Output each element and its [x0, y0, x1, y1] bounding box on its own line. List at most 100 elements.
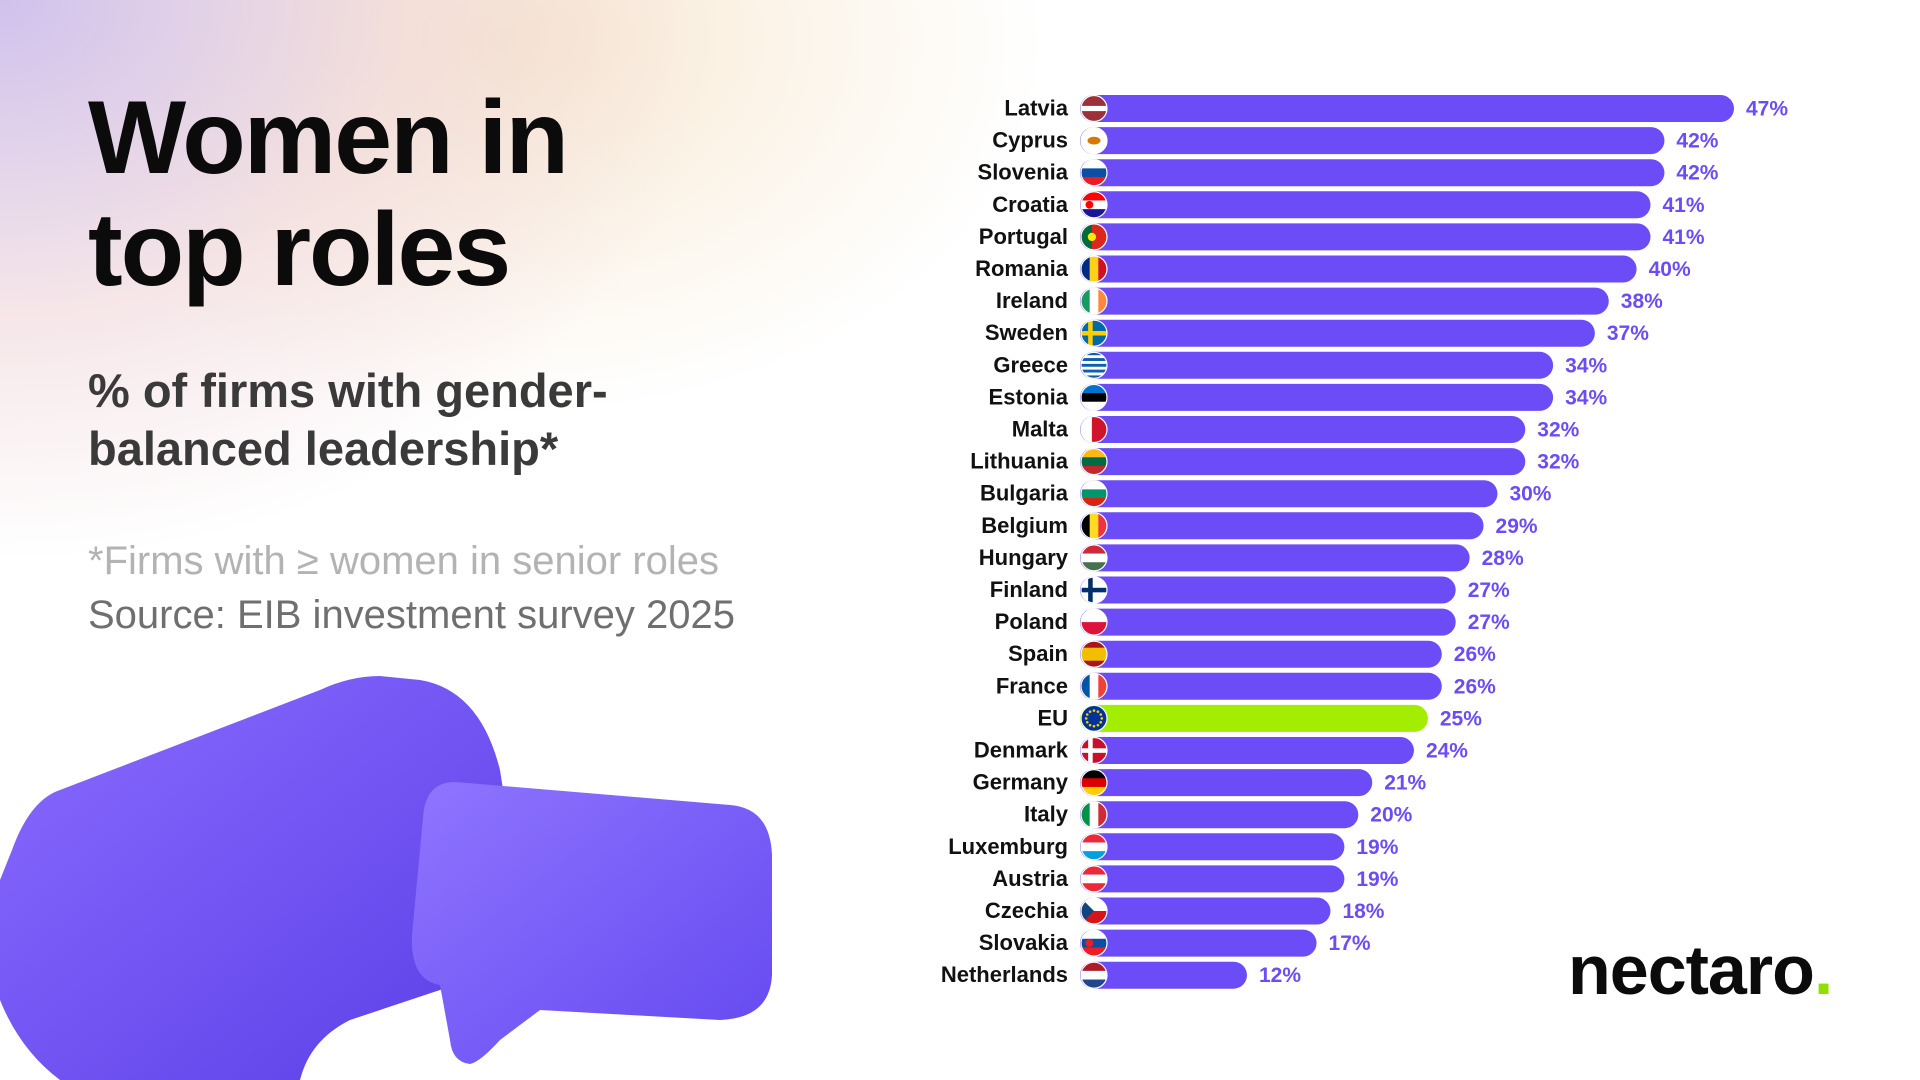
bar-row: Italy 20%: [1024, 801, 1413, 829]
category-label: Germany: [973, 770, 1069, 795]
category-label: Belgium: [981, 513, 1068, 538]
bar-row: France 26%: [996, 672, 1496, 700]
category-label: Croatia: [992, 192, 1069, 217]
value-label: 18%: [1342, 900, 1384, 923]
bar-row: Austria 19%: [992, 865, 1399, 893]
eu-flag-icon: [1080, 704, 1108, 733]
value-label: 24%: [1426, 740, 1468, 763]
value-label: 38%: [1621, 290, 1663, 313]
finland-flag-icon: [1080, 576, 1108, 604]
poland-flag-icon: [1080, 608, 1108, 636]
bar-row: Finland 27%: [990, 576, 1510, 604]
bar: [1080, 159, 1665, 187]
romania-flag-icon: [1080, 255, 1108, 283]
bar-row: Germany 21%: [973, 769, 1427, 797]
category-label: Hungary: [979, 545, 1069, 570]
category-label: Cyprus: [992, 128, 1068, 153]
value-label: 26%: [1454, 675, 1496, 698]
bar: [1080, 929, 1317, 957]
category-label: Luxemburg: [948, 834, 1068, 859]
bar-row: Latvia 47%: [1004, 95, 1788, 122]
bar: [1080, 961, 1247, 989]
category-label: Slovakia: [979, 930, 1069, 955]
bar: [1080, 833, 1345, 861]
france-flag-icon: [1080, 672, 1108, 700]
category-label: France: [996, 673, 1068, 698]
ireland-flag-icon: [1080, 287, 1108, 315]
germany-flag-icon: [1080, 768, 1108, 797]
value-label: 25%: [1440, 707, 1482, 730]
bar: [1080, 319, 1595, 347]
value-label: 32%: [1537, 419, 1579, 442]
value-label: 41%: [1663, 194, 1705, 217]
value-label: 42%: [1676, 130, 1718, 153]
category-label: Latvia: [1004, 96, 1068, 121]
cyprus-flag-icon: [1080, 127, 1108, 155]
large-speech-bubble: [0, 676, 520, 1080]
bar: [1080, 801, 1359, 829]
category-label: Finland: [990, 577, 1068, 602]
value-label: 37%: [1607, 322, 1649, 345]
hungary-flag-icon: [1080, 544, 1108, 572]
bar: [1080, 897, 1331, 925]
bar-row: Slovakia 17%: [979, 929, 1371, 957]
sweden-flag-icon: [1080, 319, 1108, 347]
bar-row: Portugal 41%: [979, 223, 1705, 251]
category-label: Greece: [993, 352, 1068, 377]
bar: [1080, 672, 1442, 700]
logo-dot: .: [1813, 931, 1833, 1009]
nectaro-logo: nectaro.: [1568, 930, 1833, 1010]
value-label: 19%: [1356, 868, 1398, 891]
value-label: 27%: [1468, 579, 1510, 602]
denmark-flag-icon: [1080, 736, 1108, 765]
bar: [1080, 576, 1456, 604]
value-label: 12%: [1259, 964, 1301, 987]
chart-subtitle: % of firms with gender-balanced leadersh…: [88, 364, 608, 475]
value-label: 47%: [1746, 98, 1788, 121]
bar: [1080, 769, 1373, 797]
category-label: Czechia: [985, 898, 1069, 923]
bar: [1080, 737, 1414, 764]
bar-row: Netherlands 12%: [941, 961, 1301, 989]
value-label: 17%: [1329, 932, 1371, 955]
slovakia-flag-icon: [1080, 929, 1108, 957]
bar: [1080, 448, 1526, 476]
bar-row: Cyprus 42%: [992, 127, 1719, 155]
bar-row: Belgium 29%: [981, 512, 1538, 540]
value-label: 30%: [1509, 483, 1551, 506]
small-speech-bubble: [411, 782, 772, 1064]
bar-row: Czechia 18%: [985, 897, 1385, 925]
bar-row: Hungary 28%: [979, 544, 1524, 572]
bulgaria-flag-icon: [1080, 480, 1108, 508]
greece-flag-icon: [1080, 351, 1108, 379]
category-label: Sweden: [985, 320, 1068, 345]
lithuania-flag-icon: [1080, 448, 1108, 476]
bar-row: EU 25%: [1037, 704, 1482, 732]
value-label: 28%: [1482, 547, 1524, 570]
value-label: 21%: [1384, 772, 1426, 795]
category-label: Bulgaria: [980, 481, 1069, 506]
category-label: Ireland: [996, 288, 1068, 313]
category-label: Portugal: [979, 224, 1068, 249]
bar-row: Sweden 37%: [985, 319, 1649, 347]
value-label: 29%: [1496, 515, 1538, 538]
bar-row: Luxemburg 19%: [948, 833, 1399, 861]
bar-row: Romania 40%: [975, 255, 1691, 283]
bar-row: Bulgaria 30%: [980, 480, 1552, 508]
bar: [1080, 191, 1651, 219]
luxembourg-flag-icon: [1080, 833, 1108, 861]
footnote: *Firms with ≥ women in senior roles: [88, 539, 720, 583]
value-label: 40%: [1649, 258, 1691, 281]
bar: [1080, 95, 1734, 122]
austria-flag-icon: [1080, 865, 1108, 893]
category-label: Slovenia: [978, 160, 1069, 185]
category-label: Estonia: [989, 384, 1069, 409]
bar: [1080, 608, 1456, 636]
malta-flag-icon: [1080, 415, 1108, 444]
page-title: Women in top roles: [88, 80, 569, 308]
bar-row: Ireland 38%: [996, 287, 1663, 315]
category-label: Netherlands: [941, 962, 1068, 987]
value-label: 19%: [1356, 836, 1398, 859]
bar: [1080, 865, 1345, 893]
bar: [1080, 512, 1484, 540]
